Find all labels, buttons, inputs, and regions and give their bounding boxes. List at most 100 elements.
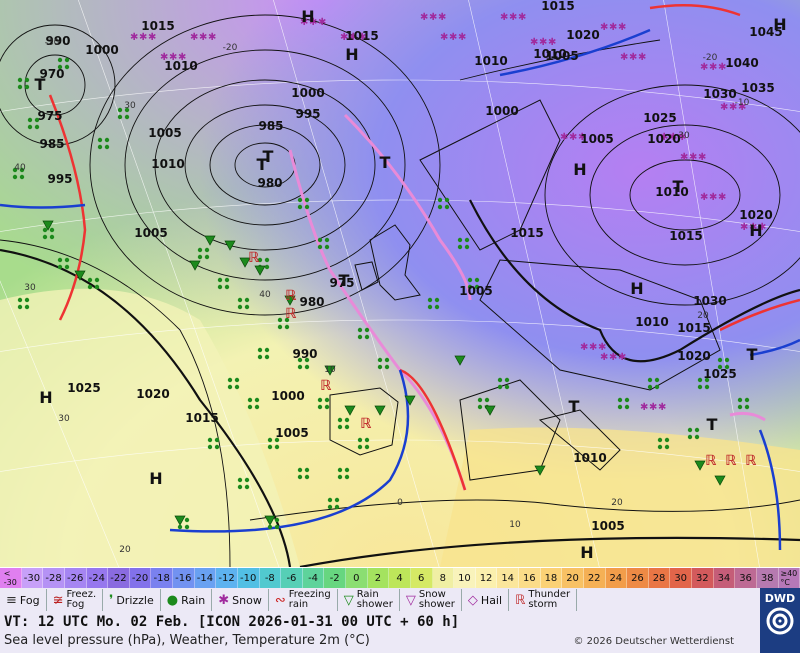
svg-text:✱: ✱ (178, 52, 186, 63)
scale-cell: -6 (281, 568, 303, 588)
chart-description: Sea level pressure (hPa), Weather, Tempe… (4, 633, 370, 648)
isotherm-label: 30 (124, 101, 136, 111)
legend-label: Snow shower (418, 589, 455, 610)
warm-mediterranean (440, 427, 800, 567)
coastlines (249, 99, 800, 521)
low-pressure-center: T (747, 345, 758, 364)
isobar-label: 1010 (164, 59, 197, 73)
isobar-label: 1015 (345, 29, 378, 43)
isobar-label: 1005 (134, 226, 167, 240)
svg-text:✱: ✱ (139, 32, 147, 43)
svg-text:✱: ✱ (700, 192, 708, 203)
legend-item: ℝ Thunder storm (509, 589, 578, 611)
isobar-labels: 1015990100010109709759859951005101010009… (37, 0, 782, 533)
isotherm-label: 40 (259, 290, 271, 300)
isobar-label: 1000 (291, 86, 324, 100)
svg-text:ℝ: ℝ (705, 453, 717, 469)
isobar-label: 1010 (151, 157, 184, 171)
weather-fronts (0, 4, 800, 551)
svg-text:✱: ✱ (440, 32, 448, 43)
isobar-label: 1010 (635, 315, 668, 329)
isobar-label: 1005 (148, 126, 181, 140)
svg-text:✱: ✱ (729, 102, 737, 113)
legend-label: Freezing rain (288, 589, 331, 610)
svg-text:✱: ✱ (318, 17, 326, 28)
isobar-label: 1015 (669, 229, 702, 243)
valid-time: VT: 12 UTC Mo. 02 Feb. [ICON 2026-01-31 … (4, 614, 460, 630)
scale-cell: -20 (129, 568, 152, 588)
svg-text:✱: ✱ (758, 222, 766, 233)
freezing-rain-icon: ∾ (274, 592, 286, 608)
svg-text:✱: ✱ (300, 17, 308, 28)
freezing-fog-icon: ≆ (52, 592, 64, 608)
isotherm-label: 20 (611, 498, 623, 508)
legend-label: Drizzle (116, 593, 154, 607)
legend-label: Rain (181, 593, 206, 607)
svg-text:✱: ✱ (349, 32, 357, 43)
svg-text:✱: ✱ (530, 37, 538, 48)
svg-text:✱: ✱ (208, 32, 216, 43)
svg-text:✱: ✱ (660, 132, 668, 143)
scale-cell: 38 (756, 568, 779, 588)
high-pressure-center: H (149, 469, 162, 488)
high-pressure-center: H (39, 388, 52, 407)
isotherm-label: -10 (735, 98, 750, 108)
rain-icon: ● (166, 592, 179, 608)
svg-text:✱: ✱ (539, 37, 547, 48)
high-pressure-center: H (773, 15, 786, 34)
isobar-label: 980 (299, 295, 324, 309)
scale-cell: 4 (389, 568, 411, 588)
isotherm-label: -20 (223, 43, 238, 53)
high-pressure-center: H (749, 221, 762, 240)
temperature-scale: < -30 -30 -28 -26 -24 -22 -20 -18 -16 -14 -12 -10 -8… (0, 568, 800, 588)
legend-item: ≆ Freez. Fog (47, 589, 104, 611)
svg-text:✱: ✱ (740, 222, 748, 233)
svg-text:✱: ✱ (698, 152, 706, 163)
svg-text:✱: ✱ (718, 62, 726, 73)
isobar-label: 1020 (647, 132, 680, 146)
low-pressure-center: T (263, 147, 274, 166)
scale-cell: 30 (670, 568, 692, 588)
svg-text:✱: ✱ (609, 352, 617, 363)
isobar-label: 975 (37, 109, 62, 123)
scale-cell: 18 (540, 568, 563, 588)
info-panel: VT: 12 UTC Mo. 02 Feb. [ICON 2026-01-31 … (0, 612, 760, 653)
scale-cell: 14 (497, 568, 519, 588)
svg-text:✱: ✱ (589, 342, 597, 353)
isobar-label: 990 (292, 347, 317, 361)
copyright: © 2026 Deutscher Wetterdienst (573, 636, 734, 647)
isobar-label: 1015 (541, 0, 574, 13)
svg-text:✱: ✱ (569, 132, 577, 143)
isobar-label: 985 (258, 119, 283, 133)
scale-cell: -24 (86, 568, 109, 588)
low-pressure-center: T (35, 75, 46, 94)
high-pressure-center: H (630, 279, 643, 298)
logo-text: DWD (764, 592, 796, 605)
svg-text:✱: ✱ (160, 52, 168, 63)
svg-text:✱: ✱ (738, 102, 746, 113)
low-pressure-center: T (673, 177, 684, 196)
high-pressure-center: H (345, 45, 358, 64)
isobar-label: 975 (329, 276, 354, 290)
high-pressure-center: H (580, 543, 593, 562)
isobar-label: 1015 (141, 19, 174, 33)
isobar-label: 1005 (545, 49, 578, 63)
isobar-label: 1020 (566, 28, 599, 42)
svg-text:✱: ✱ (500, 12, 508, 23)
svg-text:✱: ✱ (358, 32, 366, 43)
svg-text:✱: ✱ (190, 32, 198, 43)
legend-item: ≡ Fog (0, 589, 47, 611)
drizzle-icon: ❜ (109, 592, 114, 608)
legend-item: ● Rain (161, 589, 213, 611)
svg-text:ℝ: ℝ (285, 306, 297, 322)
svg-text:✱: ✱ (130, 32, 138, 43)
scale-cell: -22 (108, 568, 130, 588)
svg-text:✱: ✱ (709, 62, 717, 73)
scale-cell: -18 (151, 568, 173, 588)
svg-text:ℝ: ℝ (725, 453, 737, 469)
svg-text:✱: ✱ (578, 132, 586, 143)
scale-cell: -10 (237, 568, 260, 588)
svg-text:ℝ: ℝ (745, 453, 757, 469)
